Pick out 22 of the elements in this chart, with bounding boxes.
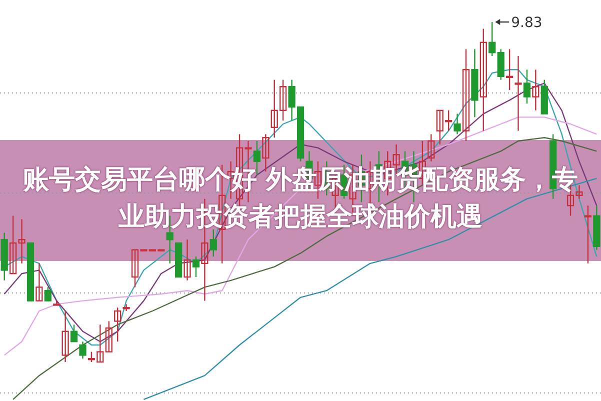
candlestick <box>428 134 435 162</box>
candlestick <box>122 304 130 312</box>
candlestick <box>184 239 191 281</box>
candlestick <box>210 228 217 258</box>
candlestick <box>105 320 112 352</box>
candlestick <box>584 205 592 264</box>
candlestick <box>62 310 69 363</box>
candlestick <box>192 256 200 278</box>
candlestick <box>523 69 531 104</box>
candlestick <box>514 55 522 132</box>
candlestick <box>36 262 43 302</box>
candlestick <box>532 69 540 111</box>
candlestick <box>506 48 514 91</box>
candlestick <box>462 48 470 142</box>
candlestick <box>454 113 461 135</box>
candlestick <box>44 286 52 302</box>
annotation: 9.83 <box>511 15 542 31</box>
candlestick <box>79 341 86 360</box>
candlestick <box>70 324 78 342</box>
candlestick <box>497 48 504 80</box>
candlestick <box>114 307 122 342</box>
candlestick <box>480 28 487 132</box>
